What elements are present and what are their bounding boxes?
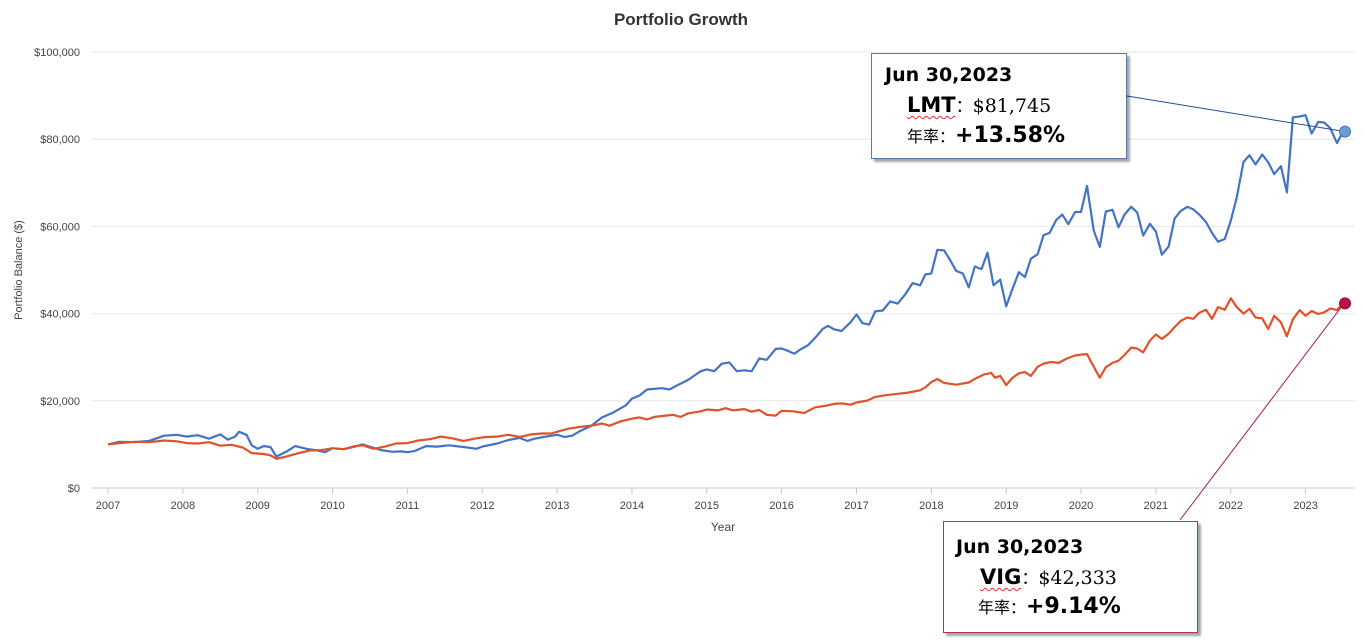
series-layer (107, 114, 1344, 460)
callout-ticker: VIG (980, 565, 1022, 589)
callout-connector-lmt (1126, 95, 1340, 132)
x-tick-label: 2017 (844, 500, 868, 512)
callout-value-row: LMT：$81,745 (907, 92, 1051, 117)
x-tick-label: 2008 (171, 500, 195, 512)
callout-return-label: 年率： (907, 127, 956, 146)
callout-value: $81,745 (972, 95, 1052, 117)
x-tick-label: 2016 (769, 500, 793, 512)
y-tick-label: $0 (68, 483, 80, 495)
callout-lmt: Jun 30,2023 LMT：$81,745 年率：+13.58% (871, 53, 1127, 159)
x-tick-label: 2012 (470, 500, 494, 512)
x-tick-label: 2013 (545, 500, 569, 512)
x-tick-label: 2021 (1144, 500, 1168, 512)
x-axis: 2007 2008 2009 2010 2011 2012 2013 2014 2015 2016… (92, 487, 1355, 512)
callout-connectors (1126, 95, 1352, 521)
y-axis-label: Portfolio Balance ($) (13, 220, 25, 320)
x-tick-label: 2014 (620, 500, 644, 512)
x-tick-label: 2009 (245, 500, 269, 512)
callout-connector-vig (1179, 307, 1342, 521)
end-marker-lmt (1339, 125, 1352, 138)
callout-vig: Jun 30,2023 VIG：$42,333 年率：+9.14% (943, 521, 1198, 633)
end-marker-vig (1339, 297, 1352, 310)
series-line-lmt (107, 114, 1344, 458)
callout-ticker: LMT (907, 93, 956, 117)
y-tick-label: $100,000 (34, 47, 80, 59)
callout-value: $42,333 (1038, 567, 1117, 589)
callout-return-label: 年率： (978, 598, 1027, 617)
callout-return-value: +9.14% (1026, 594, 1121, 619)
callout-date: Jun 30,2023 (956, 536, 1084, 558)
callout-return-row: 年率：+13.58% (907, 123, 1065, 148)
x-tick-label: 2023 (1293, 500, 1317, 512)
x-axis-label: Year (711, 520, 735, 534)
y-tick-label: $60,000 (40, 221, 80, 233)
chart-title: Portfolio Growth (614, 10, 748, 29)
series-line-vig (107, 297, 1344, 460)
x-tick-label: 2019 (994, 500, 1018, 512)
x-tick-label: 2022 (1219, 500, 1243, 512)
grid-lines (92, 51, 1355, 489)
x-tick-label: 2020 (1069, 500, 1093, 512)
x-tick-label: 2015 (695, 500, 719, 512)
y-tick-label: $80,000 (40, 134, 80, 146)
x-tick-label: 2007 (96, 500, 120, 512)
y-tick-label: $40,000 (40, 309, 80, 321)
callout-separator: ： (955, 97, 973, 117)
callout-date: Jun 30,2023 (885, 64, 1013, 86)
y-axis: $0 $20,000 $40,000 $60,000 $80,000 $100,000 (34, 47, 80, 495)
callout-separator: ： (1021, 569, 1039, 589)
x-tick-label: 2018 (919, 500, 943, 512)
x-tick-label: 2010 (320, 500, 344, 512)
y-tick-label: $20,000 (40, 396, 80, 408)
x-tick-label: 2011 (396, 500, 420, 512)
callout-return-row: 年率：+9.14% (978, 594, 1121, 619)
callout-return-value: +13.58% (955, 123, 1066, 148)
callout-value-row: VIG：$42,333 (980, 564, 1117, 589)
